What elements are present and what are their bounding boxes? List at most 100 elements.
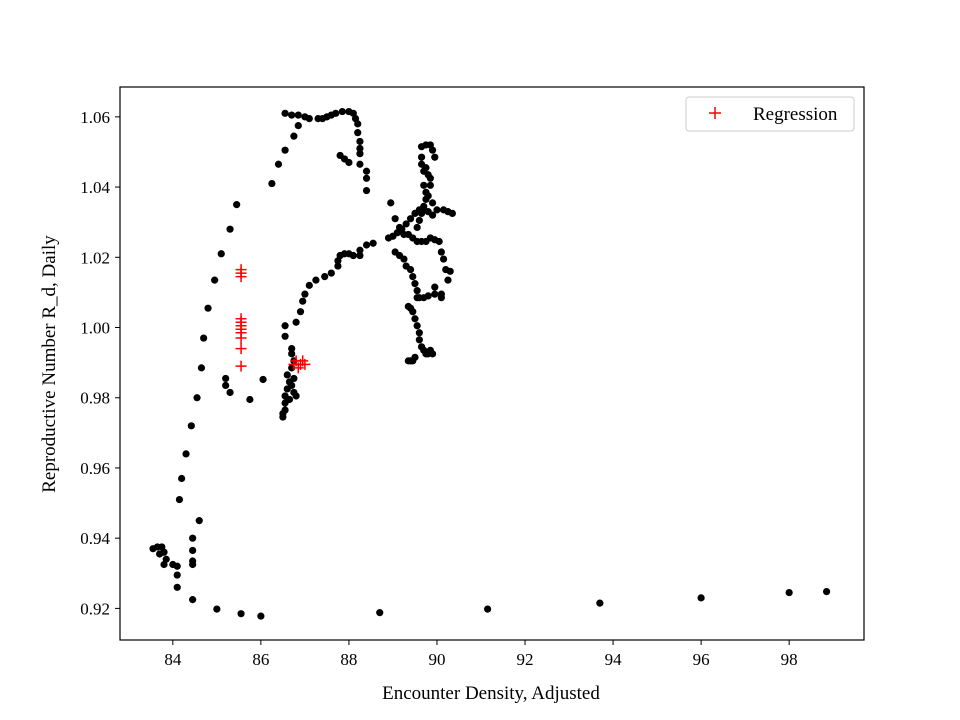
data-point — [785, 589, 793, 597]
data-point — [406, 265, 415, 274]
data-point — [483, 605, 492, 613]
data-point — [349, 251, 357, 260]
data-point — [288, 350, 296, 358]
data-point — [409, 308, 417, 316]
data-point — [175, 495, 184, 504]
y-tick-label: 1.04 — [80, 178, 110, 197]
data-point — [596, 599, 604, 607]
data-point — [211, 276, 219, 284]
y-axis-label: Reproductive Number R_d, Daily — [39, 235, 60, 493]
data-point — [281, 406, 289, 414]
data-point — [413, 223, 421, 232]
data-point — [376, 609, 384, 617]
data-point — [404, 357, 412, 365]
data-point — [332, 109, 340, 117]
data-point — [428, 146, 437, 154]
data-point — [437, 294, 445, 302]
y-tick-label: 0.98 — [80, 389, 110, 408]
data-point — [433, 206, 441, 214]
data-point — [395, 223, 404, 232]
data-point — [285, 395, 294, 404]
data-point — [327, 269, 335, 277]
regression-point — [235, 343, 247, 355]
series-1 — [235, 264, 311, 374]
data-point — [356, 137, 364, 146]
legend: Regression — [685, 96, 855, 132]
data-point — [406, 215, 415, 223]
y-tick-label: 0.92 — [80, 599, 110, 618]
legend-plus-marker — [709, 107, 721, 119]
data-point — [162, 555, 170, 563]
data-point — [312, 276, 320, 284]
x-tick-label: 86 — [252, 650, 269, 669]
data-point — [448, 209, 456, 217]
x-tick-label: 88 — [340, 650, 357, 669]
data-point — [354, 120, 362, 128]
data-point — [435, 237, 443, 246]
data-point — [222, 374, 230, 383]
data-point — [356, 144, 364, 153]
data-point — [428, 199, 437, 207]
data-point — [281, 332, 289, 340]
data-point — [345, 158, 353, 167]
data-point — [426, 181, 434, 189]
data-point — [321, 273, 329, 281]
y-tick-label: 1.00 — [80, 319, 110, 338]
data-point — [409, 273, 417, 281]
data-point — [413, 322, 421, 330]
data-point — [197, 364, 206, 372]
data-point — [334, 262, 342, 270]
y-tick-label: 0.96 — [80, 459, 110, 478]
data-point — [288, 111, 296, 119]
data-point — [391, 215, 399, 223]
data-point — [437, 248, 445, 256]
data-point — [217, 250, 225, 258]
data-point — [173, 571, 181, 579]
data-point — [301, 290, 309, 298]
data-point — [338, 107, 346, 116]
data-point — [290, 132, 298, 140]
data-point — [296, 308, 305, 316]
data-point — [200, 334, 208, 342]
data-point — [446, 267, 454, 275]
data-point — [173, 562, 181, 570]
data-point — [288, 344, 296, 353]
data-point — [213, 605, 221, 613]
x-axis-label: Encounter Density, Adjusted — [382, 683, 600, 704]
data-point — [160, 548, 168, 556]
regression-point — [299, 358, 311, 370]
data-point — [431, 283, 439, 291]
data-point — [283, 371, 291, 379]
data-point — [290, 374, 298, 383]
data-point — [182, 450, 190, 458]
data-point — [189, 534, 197, 542]
data-point — [411, 315, 419, 323]
data-point — [259, 375, 267, 384]
data-point — [292, 392, 300, 400]
x-tick-label: 94 — [605, 650, 623, 669]
data-point — [292, 318, 300, 326]
data-point — [274, 160, 283, 168]
data-point — [362, 167, 371, 175]
data-point — [195, 517, 203, 525]
data-point — [428, 211, 437, 219]
data-point — [189, 596, 197, 604]
data-point — [697, 594, 705, 602]
axes-frame — [119, 86, 865, 641]
data-point — [294, 122, 302, 130]
data-point — [369, 239, 377, 247]
data-point — [356, 246, 364, 254]
data-point — [362, 186, 371, 195]
data-point — [173, 583, 181, 591]
data-point — [417, 153, 426, 161]
y-tick-label: 1.02 — [80, 248, 110, 267]
data-point — [400, 255, 408, 263]
data-point — [288, 381, 296, 390]
data-point — [426, 174, 434, 182]
data-point — [246, 395, 254, 404]
data-point — [415, 336, 423, 344]
data-point — [420, 202, 428, 210]
data-point — [237, 610, 245, 618]
x-tick-label: 98 — [781, 650, 798, 669]
data-point — [189, 557, 197, 565]
